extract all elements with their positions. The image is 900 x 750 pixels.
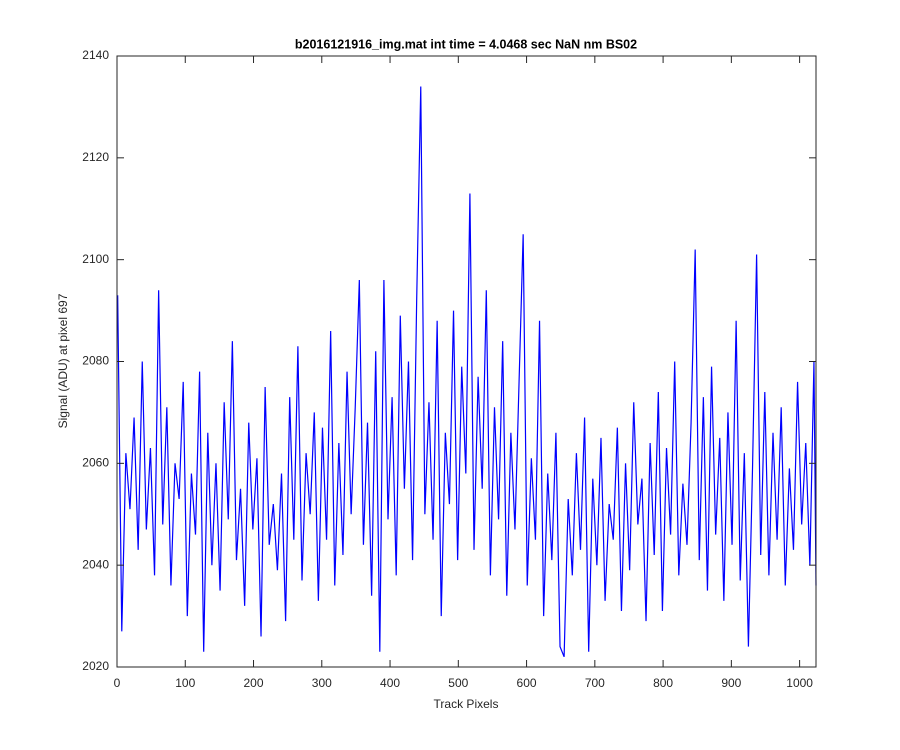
x-tick-label: 600 (517, 676, 537, 690)
x-tick-label: 0 (114, 676, 121, 690)
x-tick-label: 400 (380, 676, 400, 690)
y-tick-label: 2100 (82, 252, 109, 266)
y-tick-label: 2060 (82, 456, 109, 470)
x-tick-label: 200 (244, 676, 264, 690)
data-line (117, 86, 817, 658)
y-tick-label: 2140 (82, 48, 109, 62)
x-tick-label: 300 (312, 676, 332, 690)
y-tick-label: 2040 (82, 557, 109, 571)
y-axis-label: Signal (ADU) at pixel 697 (56, 293, 70, 428)
y-tick-label: 2020 (82, 659, 109, 673)
x-tick-label: 100 (175, 676, 195, 690)
chart-title: b2016121916_img.mat int time = 4.0468 se… (295, 37, 637, 51)
x-tick-label: 800 (653, 676, 673, 690)
x-tick-label: 1000 (786, 676, 813, 690)
x-tick-label: 500 (448, 676, 468, 690)
y-tick-label: 2120 (82, 150, 109, 164)
x-axis-label: Track Pixels (434, 697, 499, 711)
y-tick-label: 2080 (82, 354, 109, 368)
x-tick-label: 700 (585, 676, 605, 690)
x-tick-label: 900 (721, 676, 741, 690)
